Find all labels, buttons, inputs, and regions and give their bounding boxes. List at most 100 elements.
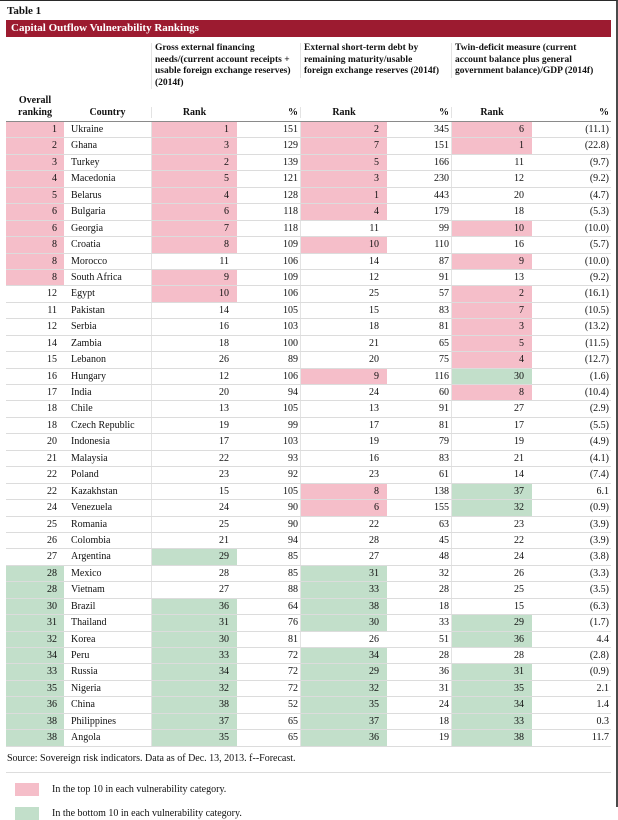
g3-rank-cell: 37 [451, 483, 532, 500]
overall-rank-cell: 31 [6, 615, 64, 631]
table-row: 2 Ghana 3 129 7 151 1 (22.8) [6, 138, 611, 155]
g3-pct-cell: (3.3) [589, 567, 609, 579]
table-row: 6 Bulgaria 6 118 4 179 18 (5.3) [6, 204, 611, 221]
g2-rank-cell: 5 [300, 154, 387, 171]
g1-pct-cell: 72 [288, 666, 298, 678]
g3-rank-cell: 20 [451, 187, 532, 204]
g3-rank-cell: 9 [451, 253, 532, 269]
g1-pct-cell: 100 [283, 337, 298, 349]
header-g2-pct: % [439, 106, 449, 118]
g1-pct-cell: 103 [283, 321, 298, 333]
table-row: 6 Georgia 7 118 11 99 10 (10.0) [6, 220, 611, 238]
country-cell: Morocco [71, 255, 108, 267]
g2-pct-cell: 18 [439, 600, 449, 612]
g1-pct-cell: 103 [283, 436, 298, 448]
bottom10-label: In the bottom 10 in each vulnerability c… [52, 807, 242, 819]
table-row: 20 Indonesia 17 103 19 79 19 (4.9) [6, 434, 611, 451]
g3-pct-cell: (9.2) [589, 271, 609, 283]
overall-rank-cell: 1 [6, 122, 64, 138]
country-cell: Thailand [71, 617, 107, 629]
g3-pct-cell: (4.7) [589, 189, 609, 201]
g1-rank-cell: 14 [151, 302, 237, 319]
g2-pct-cell: 60 [439, 387, 449, 398]
g2-rank-cell: 15 [300, 302, 387, 319]
g3-rank-cell: 21 [451, 450, 532, 467]
country-cell: Mexico [71, 567, 102, 579]
g2-rank-cell: 25 [300, 286, 387, 302]
table-row: 15 Lebanon 26 89 20 75 4 (12.7) [6, 352, 611, 369]
overall-rank-cell: 4 [6, 171, 64, 187]
g3-rank-cell: 2 [451, 286, 532, 302]
g1-pct-cell: 90 [288, 518, 298, 530]
g2-pct-cell: 166 [434, 156, 449, 168]
table-row: 8 Croatia 8 109 10 110 16 (5.7) [6, 237, 611, 254]
g2-pct-cell: 28 [439, 650, 449, 661]
g2-pct-cell: 61 [439, 469, 449, 481]
g2-rank-cell: 26 [300, 631, 387, 647]
g3-rank-cell: 5 [451, 335, 532, 352]
group-header-gross-external-financing: Gross external financing needs/(current … [151, 43, 300, 90]
g1-rank-cell: 2 [151, 154, 237, 171]
table-row: 22 Poland 23 92 23 61 14 (7.4) [6, 467, 611, 484]
g3-pct-cell: (1.7) [589, 617, 609, 629]
g3-pct-cell: (22.8) [584, 140, 609, 152]
g3-rank-cell: 25 [451, 582, 532, 598]
table-row: 5 Belarus 4 128 1 443 20 (4.7) [6, 187, 611, 205]
country-cell: Venezuela [71, 502, 113, 514]
country-cell: Ukraine [71, 124, 104, 135]
overall-rank-cell: 27 [47, 551, 57, 563]
g1-pct-cell: 65 [288, 715, 298, 727]
g1-pct-cell: 106 [283, 288, 298, 300]
table-row: 4 Macedonia 5 121 3 230 12 (9.2) [6, 171, 611, 188]
overall-rank-cell: 36 [6, 697, 64, 713]
header-g1-pct: % [288, 106, 298, 118]
g1-pct-cell: 76 [288, 617, 298, 629]
g1-pct-cell: 65 [288, 732, 298, 744]
g2-rank-cell: 34 [300, 648, 387, 664]
g3-pct-cell: (1.6) [589, 370, 609, 382]
g2-rank-cell: 2 [300, 122, 387, 138]
country-cell: Indonesia [71, 436, 110, 448]
g1-rank-cell: 16 [151, 319, 237, 335]
g2-rank-cell: 37 [300, 713, 387, 730]
g2-pct-cell: 83 [439, 452, 449, 464]
g3-rank-cell: 31 [451, 664, 532, 680]
overall-rank-cell: 12 [47, 288, 57, 300]
table-row: 17 India 20 94 24 60 8 (10.4) [6, 385, 611, 402]
overall-rank-cell: 16 [47, 370, 57, 382]
header-g1-rank: Rank [151, 106, 237, 118]
overall-rank-cell: 11 [47, 304, 57, 316]
g3-pct-cell: (6.3) [589, 600, 609, 612]
g1-rank-cell: 21 [151, 532, 237, 549]
g1-pct-cell: 89 [288, 354, 298, 366]
table-row: 8 South Africa 9 109 12 91 13 (9.2) [6, 269, 611, 287]
country-cell: Hungary [71, 370, 106, 382]
g1-pct-cell: 90 [288, 502, 298, 514]
g1-pct-cell: 121 [283, 173, 298, 185]
country-cell: Belarus [71, 189, 102, 201]
g1-rank-cell: 5 [151, 171, 237, 187]
g1-pct-cell: 92 [288, 469, 298, 481]
overall-rank-cell: 12 [47, 321, 57, 333]
country-cell: Bulgaria [71, 206, 106, 218]
g1-rank-cell: 23 [151, 467, 237, 483]
g1-rank-cell: 37 [151, 713, 237, 730]
g2-rank-cell: 29 [300, 664, 387, 680]
g1-pct-cell: 151 [283, 124, 298, 135]
g2-pct-cell: 19 [439, 732, 449, 744]
g2-pct-cell: 87 [439, 255, 449, 267]
g2-pct-cell: 33 [439, 617, 449, 629]
country-cell: Angola [71, 732, 101, 744]
g3-pct-cell: 4.4 [596, 633, 610, 645]
column-group-header-row: Gross external financing needs/(current … [6, 37, 611, 95]
g2-rank-cell: 38 [300, 598, 387, 615]
overall-rank-cell: 26 [47, 534, 57, 546]
g2-rank-cell: 33 [300, 582, 387, 598]
bottom10-swatch [15, 806, 39, 820]
g2-pct-cell: 110 [434, 239, 449, 251]
g1-rank-cell: 30 [151, 631, 237, 647]
g2-rank-cell: 21 [300, 335, 387, 352]
overall-rank-cell: 28 [6, 582, 64, 598]
country-cell: Argentina [71, 551, 111, 563]
g1-pct-cell: 93 [288, 452, 298, 464]
